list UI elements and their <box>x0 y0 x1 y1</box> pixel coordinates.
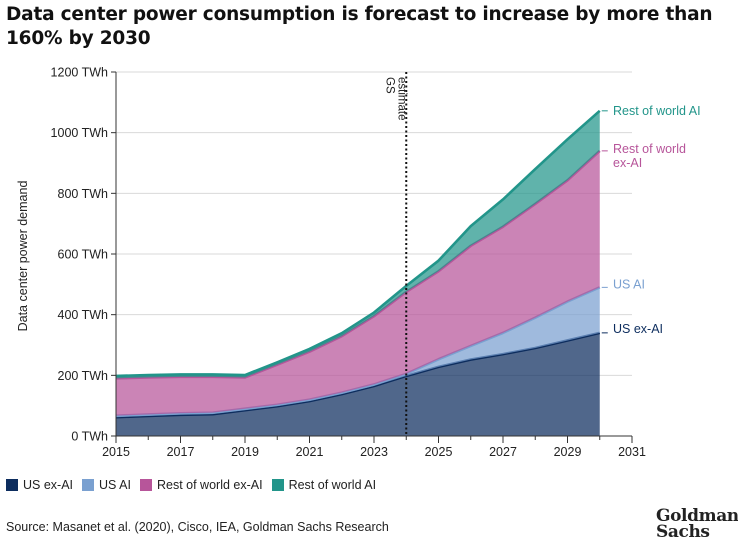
logo-line-1: Goldman <box>656 506 738 526</box>
legend-item-rest-of-world-ex-ai: Rest of world ex-AI <box>139 478 263 492</box>
area-us-ai <box>116 287 600 418</box>
legend-label-rest-of-world-ex-ai: Rest of world ex-AI <box>156 478 263 492</box>
x-tick-label: 2025 <box>425 445 453 459</box>
x-tick-label: 2029 <box>554 445 582 459</box>
area-rest-of-world-ai <box>116 110 600 379</box>
legend-label-us-ai: US AI <box>99 478 131 492</box>
legend-swatch-us-ex-ai <box>6 479 18 491</box>
legend-swatch-rest-of-world-ex-ai <box>139 479 152 491</box>
x-tick-label: 2031 <box>618 445 646 459</box>
legend-swatch-us-ai <box>82 479 95 491</box>
x-tick-label: 2019 <box>231 445 259 459</box>
estimate-label-line-2: estimate <box>395 77 407 120</box>
y-tick-label: 0 TWh <box>71 430 108 444</box>
legend-item-us-ai: US AI <box>82 478 131 492</box>
y-axis-label: Data center power demand <box>16 181 30 332</box>
y-tick-label: 1200 TWh <box>51 66 108 80</box>
x-tick-label: 2017 <box>167 445 195 459</box>
estimate-label-line-1: GS <box>383 77 395 94</box>
legend-item-us-ex-ai: US ex-AI <box>6 478 73 492</box>
end-label-rest-of-world-ex-ai: Rest of world <box>613 142 686 156</box>
end-label-rest-of-world-ex-ai: ex-AI <box>613 156 642 170</box>
x-tick-label: 2015 <box>102 445 130 459</box>
y-tick-label: 600 TWh <box>58 248 109 262</box>
legend-label-rest-of-world-ai: Rest of world AI <box>288 478 377 492</box>
goldman-sachs-logo: Goldman Sachs <box>656 506 738 542</box>
end-label-us-ex-ai: US ex-AI <box>613 322 663 336</box>
end-label-us-ai: US AI <box>613 277 645 291</box>
y-tick-label: 200 TWh <box>58 369 109 383</box>
source-note: Source: Masanet et al. (2020), Cisco, IE… <box>6 520 389 534</box>
chart-title: Data center power consumption is forecas… <box>6 4 713 49</box>
y-tick-label: 800 TWh <box>58 187 109 201</box>
x-tick-label: 2021 <box>296 445 324 459</box>
legend-item-rest-of-world-ai: Rest of world AI <box>271 478 377 492</box>
area-rest-of-world-ex-ai <box>116 150 600 416</box>
end-label-rest-of-world-ai: Rest of world AI <box>613 104 701 118</box>
line-rest-of-world-ai <box>115 109 601 378</box>
y-tick-label: 1000 TWh <box>51 126 108 140</box>
x-tick-label: 2023 <box>360 445 388 459</box>
legend-swatch-rest-of-world-ai <box>271 479 284 491</box>
x-tick-label: 2027 <box>489 445 517 459</box>
legend-label-us-ex-ai: US ex-AI <box>23 478 74 492</box>
logo-line-2: Sachs <box>656 522 710 542</box>
y-tick-label: 400 TWh <box>58 308 109 322</box>
legend: US ex-AI US AI Rest of world ex-AI Rest … <box>6 478 385 492</box>
